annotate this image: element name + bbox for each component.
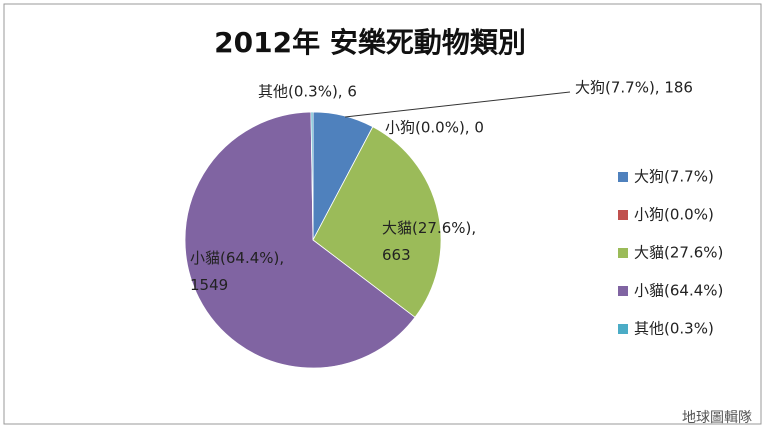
pie-slice	[310, 111, 314, 241]
data-label: 其他(0.3%), 6	[258, 83, 357, 101]
pie-slice	[312, 126, 442, 318]
legend-swatch	[618, 210, 628, 220]
legend-label: 大貓(27.6%)	[634, 244, 723, 262]
chart-title: 2012年 安樂死動物類別	[214, 26, 526, 59]
legend-label: 大狗(7.7%)	[634, 168, 714, 186]
leader-line	[344, 91, 571, 118]
legend-label: 小狗(0.0%)	[634, 206, 714, 224]
data-label: 小狗(0.0%), 0	[385, 119, 484, 137]
legend-swatch	[618, 172, 628, 182]
legend-swatch	[618, 286, 628, 296]
legend-label: 小貓(64.4%)	[634, 282, 723, 300]
pie-slice	[184, 111, 416, 369]
legend-swatch	[618, 248, 628, 258]
legend-label: 其他(0.3%)	[634, 320, 714, 338]
data-label: 大狗(7.7%), 186	[575, 79, 693, 97]
data-label: 大貓(27.6%), 663	[382, 219, 476, 264]
data-label: 小貓(64.4%), 1549	[190, 249, 284, 294]
watermark: 地球圖輯隊	[682, 410, 752, 426]
legend-swatch	[618, 324, 628, 334]
